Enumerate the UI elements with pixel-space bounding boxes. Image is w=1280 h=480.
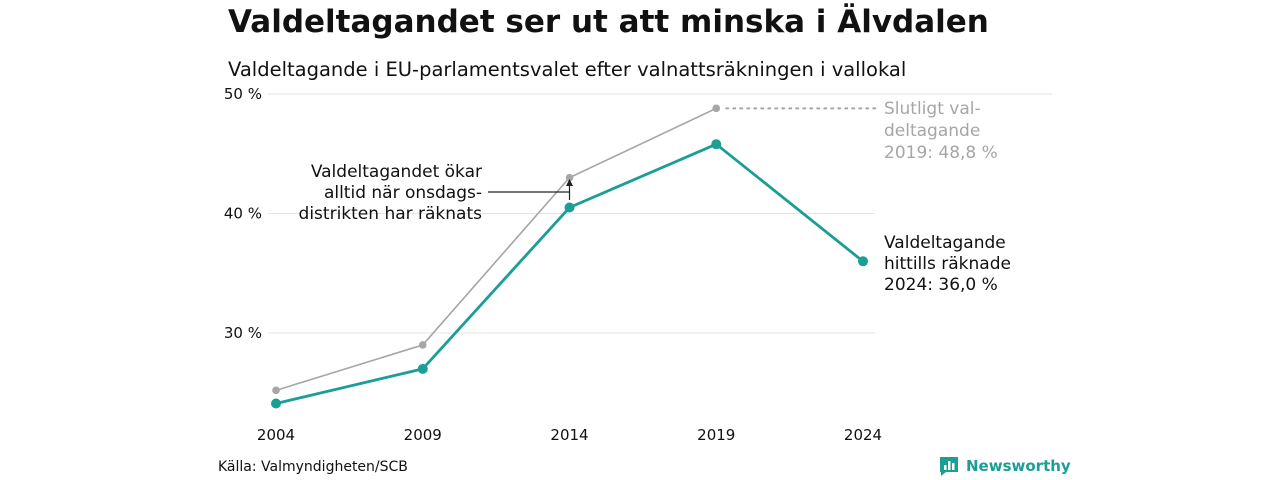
- x-tick-label: 2024: [844, 426, 882, 444]
- note-2014-label: Valdeltagandet ökar: [311, 162, 482, 182]
- x-tick-label: 2009: [404, 426, 442, 444]
- x-tick-label: 2004: [257, 426, 295, 444]
- logo-text: Newsworthy: [966, 457, 1071, 475]
- x-tick-label: 2014: [550, 426, 588, 444]
- data-point-final: [418, 341, 427, 349]
- data-point-current: [271, 398, 281, 409]
- final-2019-label: deltagande: [884, 121, 980, 141]
- final-2019-label: Slutligt val-: [884, 99, 981, 119]
- data-point-current: [858, 256, 868, 267]
- y-tick-label: 30 %: [224, 324, 262, 342]
- x-axis-ticks: 2004 2009 2014 2019 2024: [257, 426, 882, 444]
- y-tick-label: 40 %: [224, 205, 262, 223]
- data-point-current: [711, 139, 722, 150]
- chart-subtitle: Valdeltagande i EU-parlamentsvalet efter…: [228, 58, 907, 81]
- current-2024-label: 2024: 36,0 %: [884, 275, 998, 295]
- note-2014-label: distrikten har räknats: [299, 204, 483, 224]
- current-2024-label: Valdeltagande: [884, 233, 1006, 253]
- y-axis-ticks: 30 % 40 % 50 %: [224, 85, 262, 342]
- current-2024-label: hittills räknade: [884, 254, 1011, 274]
- series-points: [271, 104, 868, 409]
- bar-chart-speech-icon: [940, 457, 958, 476]
- data-point-final: [712, 104, 721, 113]
- series-line-final: [275, 107, 717, 392]
- source-label: Källa: Valmyndigheten/SCB: [218, 459, 408, 475]
- y-tick-label: 50 %: [224, 85, 262, 103]
- note-2014-arrowhead: [566, 179, 573, 186]
- chart-title: Valdeltagandet ser ut att minska i Älvda…: [228, 4, 989, 40]
- note-2014-label: alltid när onsdags-: [324, 183, 482, 203]
- series-lines: [275, 107, 864, 405]
- grid-lines: [268, 93, 1052, 334]
- data-point-current: [417, 363, 428, 374]
- x-tick-label: 2019: [697, 426, 735, 444]
- data-point-final: [565, 173, 574, 182]
- data-point-current: [564, 202, 575, 213]
- data-point-final: [272, 386, 280, 395]
- newsworthy-logo: Newsworthy: [938, 455, 1071, 477]
- final-2019-label: 2019: 48,8 %: [884, 143, 998, 163]
